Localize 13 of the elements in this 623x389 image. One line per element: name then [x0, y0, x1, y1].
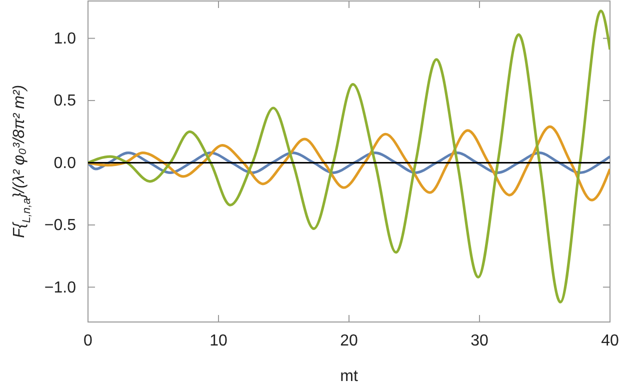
y-tick-label: 1.0: [54, 30, 76, 48]
x-tick-label: 10: [210, 332, 228, 350]
x-tick-label: 0: [84, 332, 93, 350]
y-tick-label: 0.0: [54, 154, 76, 172]
line-series: [88, 125, 610, 202]
x-tick-label: 40: [601, 332, 619, 350]
x-tick-label: 30: [470, 332, 488, 350]
line-series: [88, 10, 610, 304]
x-axis-title: mt: [340, 368, 358, 385]
y-tick-label: 0.5: [54, 92, 76, 110]
y-tick-label: −1.0: [44, 279, 76, 296]
x-tick-label: 20: [340, 332, 358, 350]
y-tick-label: −0.5: [44, 217, 76, 234]
